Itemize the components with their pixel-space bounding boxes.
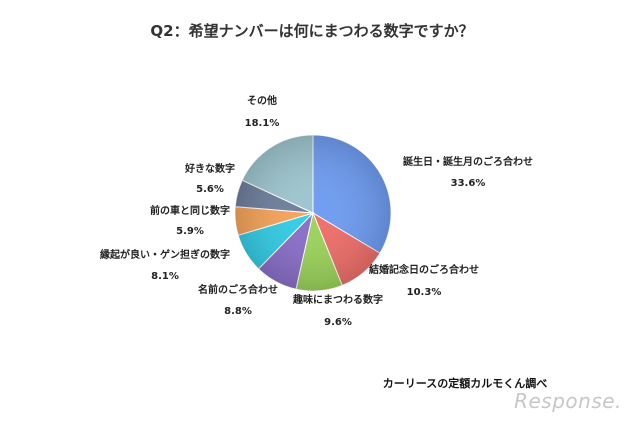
response-logo-watermark: Response. [514,389,622,413]
slice-category-label: 前の車と同じ数字 [150,204,230,217]
slice-category-label: 誕生日・誕生月のごろ合わせ [403,155,533,168]
slice-value-label: 10.3% [407,287,442,298]
slice-value-label: 8.1% [151,271,179,282]
slice-value-label: 8.8% [224,306,252,317]
slice-value-label: 5.9% [176,226,204,237]
chart-title: Q2：希望ナンバーは何にまつわる数字ですか？ [150,22,473,40]
source-note: カーリースの定額カルモくん調べ [383,376,547,390]
slice-value-label: 18.1% [245,118,280,129]
slice-category-label: 好きな数字 [184,162,235,175]
slice-category-label: 結婚記念日のごろ合わせ [369,263,479,276]
slice-value-label: 5.6% [196,184,224,195]
slice-category-label: 縁起が良い・ゲン担ぎの数字 [100,248,230,261]
slice-value-label: 9.6% [324,317,352,328]
slice-value-label: 33.6% [451,178,486,189]
slice-category-label: 趣味にまつわる数字 [292,293,383,306]
pie-slices [234,134,392,292]
slice-category-label: その他 [247,94,277,107]
slice-category-label: 名前のごろ合わせ [198,283,278,296]
pie-labels: 誕生日・誕生月のごろ合わせ 33.6% 結婚記念日のごろ合わせ 10.3% 趣味にまつわ… [100,94,533,328]
